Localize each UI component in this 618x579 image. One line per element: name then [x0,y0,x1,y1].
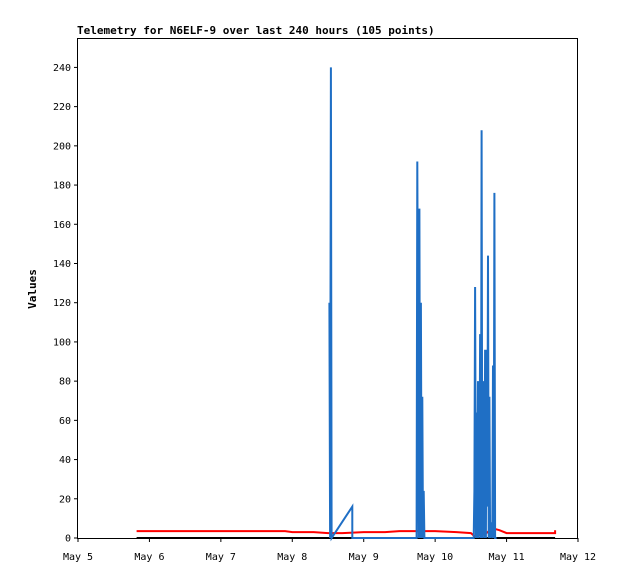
y-tick-label: 120 [53,298,71,309]
chart-title: Telemetry for N6ELF-9 over last 240 hour… [77,24,435,37]
plot-frame [77,38,578,539]
y-tick-label: 240 [53,63,71,74]
x-tick-label: May 7 [206,552,236,563]
y-tick-label: 220 [53,102,71,113]
y-tick-label: 100 [53,337,71,348]
y-tick-label: 200 [53,141,71,152]
series-line-2 [328,67,497,542]
x-tick-label: May 9 [349,552,379,563]
y-tick-label: 180 [53,181,71,192]
series-layer [136,67,557,542]
x-axis-ticks: May 5 May 6 May 7 May 8 May 9 May 10 May 11 May… [63,538,596,563]
x-tick-label: May 6 [134,552,164,563]
y-tick-label: 160 [53,220,71,231]
x-tick-label: May 12 [560,552,596,563]
y-tick-label: 140 [53,259,71,270]
y-axis-label: Values [26,269,39,309]
y-tick-label: 0 [65,534,71,545]
x-tick-label: May 5 [63,552,93,563]
x-tick-label: May 10 [417,552,453,563]
y-tick-label: 80 [59,377,71,388]
x-tick-label: May 8 [277,552,307,563]
y-tick-label: 60 [59,416,71,427]
x-tick-label: May 11 [489,552,525,563]
y-tick-label: 20 [59,494,71,505]
y-tick-label: 40 [59,455,71,466]
y-axis-ticks: 0 20 40 60 80 100 120 140 160 180 200 220 240 [53,63,78,545]
